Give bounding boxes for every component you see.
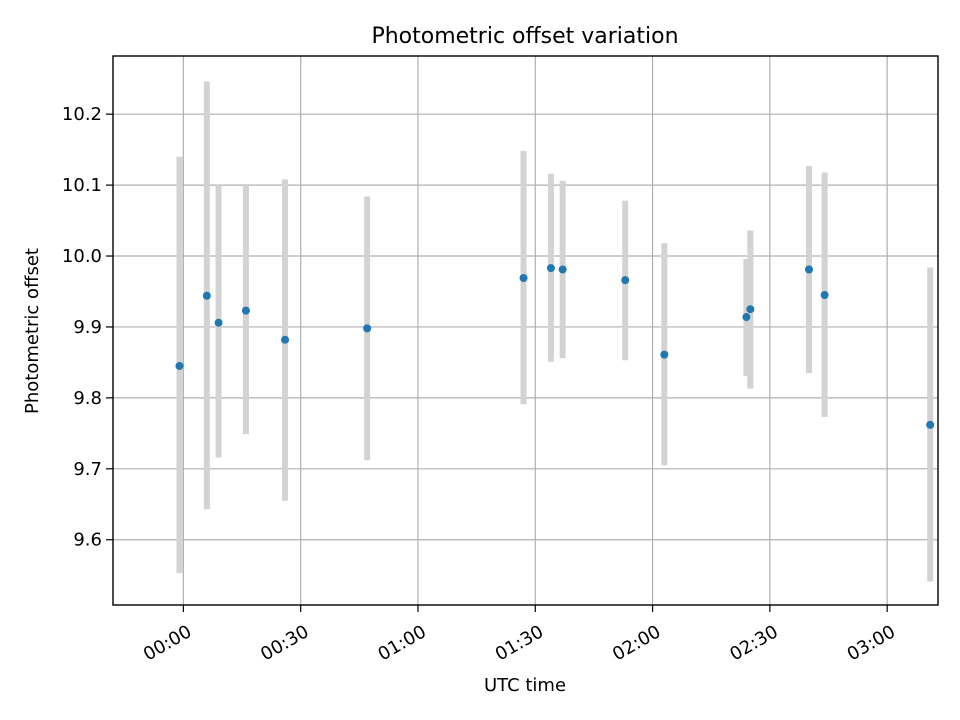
data-point <box>519 274 528 283</box>
y-tick-label: 9.9 <box>73 317 102 338</box>
y-tick-label: 9.7 <box>73 459 102 480</box>
x-tick-label: 00:00 <box>140 621 195 665</box>
y-tick-label: 9.8 <box>73 388 102 409</box>
data-point <box>926 420 935 429</box>
data-point <box>558 265 567 274</box>
x-axis-label: UTC time <box>484 675 566 696</box>
data-points <box>175 264 935 429</box>
data-point <box>621 276 630 285</box>
error-bars <box>176 81 934 582</box>
y-axis-label: Photometric offset <box>22 248 43 414</box>
data-point <box>241 306 250 315</box>
data-point <box>281 335 290 344</box>
x-tick-label: 00:30 <box>257 621 312 665</box>
x-tick-label: 02:00 <box>609 621 664 665</box>
y-tick-label: 10.0 <box>62 246 102 267</box>
data-point <box>660 350 669 359</box>
data-point <box>742 313 751 322</box>
data-point <box>746 305 755 314</box>
x-tick-label: 02:30 <box>726 621 781 665</box>
axis-ticks: 00:00 00:30 01:00 01:30 02:00 02:30 03:00 9.6 9.… <box>62 104 899 665</box>
y-tick-label: 10.2 <box>62 104 102 125</box>
data-point <box>363 324 372 333</box>
y-tick-label: 9.6 <box>73 530 102 551</box>
x-tick-label: 03:00 <box>844 621 899 665</box>
data-point <box>546 264 555 273</box>
data-point <box>202 291 211 300</box>
data-point <box>175 361 184 370</box>
y-tick-label: 10.1 <box>62 175 102 196</box>
data-point <box>214 318 223 327</box>
plot-frame <box>112 55 939 606</box>
data-point <box>804 265 813 274</box>
data-point <box>820 291 829 300</box>
chart-title: Photometric offset variation <box>371 24 678 49</box>
x-tick-label: 01:30 <box>492 621 547 665</box>
x-tick-label: 01:00 <box>374 621 429 665</box>
